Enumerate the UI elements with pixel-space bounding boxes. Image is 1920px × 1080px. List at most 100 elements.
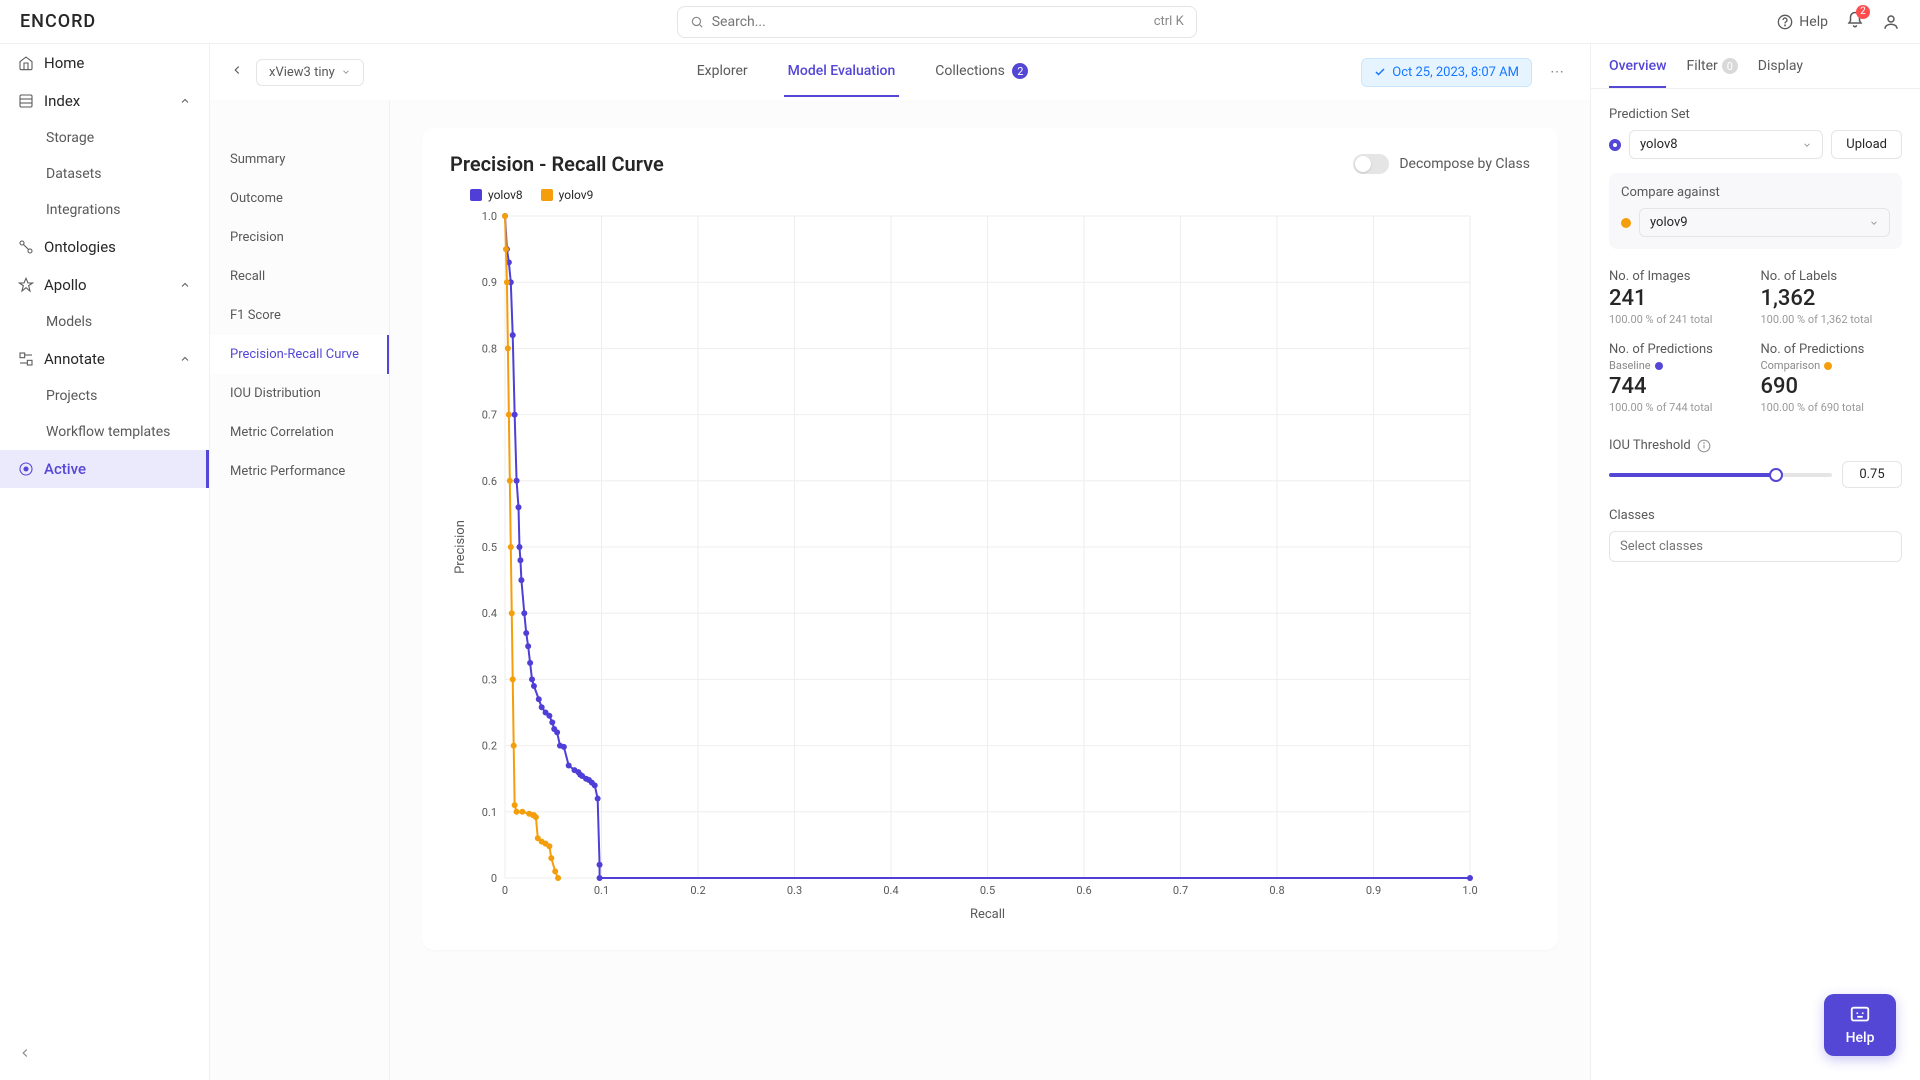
logo: ENCORD	[20, 11, 96, 32]
iou-slider[interactable]	[1609, 473, 1832, 477]
svg-text:Recall: Recall	[970, 907, 1005, 922]
collections-badge: 2	[1012, 63, 1028, 79]
metric-item[interactable]: Recall	[210, 257, 389, 296]
ontologies-icon	[18, 239, 34, 255]
iou-value[interactable]: 0.75	[1842, 461, 1902, 488]
tab-explorer[interactable]: Explorer	[693, 47, 752, 98]
stat-block: No. of Labels1,362100.00 % of 1,362 tota…	[1761, 269, 1903, 326]
stat-block: No. of PredictionsBaseline 744100.00 % o…	[1609, 342, 1751, 414]
chevron-down-icon	[1802, 140, 1812, 150]
pred-set-radio[interactable]	[1609, 139, 1621, 151]
decompose-label: Decompose by Class	[1399, 156, 1530, 172]
svg-text:0.3: 0.3	[482, 673, 497, 686]
svg-text:1.0: 1.0	[1462, 884, 1477, 897]
legend-item[interactable]: yolov8	[470, 188, 523, 202]
svg-text:0.7: 0.7	[482, 409, 497, 422]
dataset-name: xView3 tiny	[269, 65, 335, 80]
nav-models-label: Models	[46, 314, 92, 330]
compare-dot	[1621, 218, 1631, 228]
svg-text:0.8: 0.8	[1269, 884, 1284, 897]
stat-block: No. of PredictionsComparison 690100.00 %…	[1761, 342, 1903, 414]
more-button[interactable]: ⋯	[1544, 64, 1570, 80]
nav-datasets[interactable]: Datasets	[0, 156, 209, 192]
metric-item[interactable]: Outcome	[210, 179, 389, 218]
dataset-selector[interactable]: xView3 tiny	[256, 59, 364, 86]
nav-active-label: Active	[44, 460, 86, 478]
chevron-up-icon	[179, 95, 191, 107]
decompose-toggle[interactable]	[1353, 154, 1389, 174]
nav-storage[interactable]: Storage	[0, 120, 209, 156]
search-box[interactable]: ctrl K	[677, 6, 1197, 38]
back-button[interactable]	[230, 63, 244, 81]
nav-apollo-label: Apollo	[44, 276, 87, 294]
svg-text:1.0: 1.0	[482, 210, 497, 223]
tab-model-evaluation[interactable]: Model Evaluation	[784, 47, 900, 98]
rp-tab-overview[interactable]: Overview	[1609, 58, 1666, 88]
nav-projects[interactable]: Projects	[0, 378, 209, 414]
svg-text:0: 0	[491, 872, 497, 885]
nav-active[interactable]: Active	[0, 450, 209, 488]
topbar: xView3 tiny Explorer Model Evaluation Co…	[210, 44, 1590, 100]
chevron-down-icon	[341, 67, 351, 77]
compare-select[interactable]: yolov9	[1639, 208, 1890, 237]
svg-text:0.4: 0.4	[482, 607, 497, 620]
active-icon	[18, 461, 34, 477]
legend-item[interactable]: yolov9	[541, 188, 594, 202]
nav-integrations[interactable]: Integrations	[0, 192, 209, 228]
iou-label: IOU Threshold	[1609, 438, 1691, 453]
help-link[interactable]: Help	[1777, 14, 1828, 30]
rp-tab-display[interactable]: Display	[1758, 58, 1803, 88]
tab-collections-label: Collections	[935, 63, 1005, 79]
chevron-down-icon	[1869, 218, 1879, 228]
help-label: Help	[1799, 14, 1828, 30]
classes-select[interactable]	[1609, 531, 1902, 562]
nav-ontologies[interactable]: Ontologies	[0, 228, 209, 266]
notifications-button[interactable]: 2	[1846, 11, 1864, 33]
metric-item[interactable]: F1 Score	[210, 296, 389, 335]
metric-item[interactable]: Precision-Recall Curve	[210, 335, 389, 374]
upload-button[interactable]: Upload	[1831, 130, 1902, 159]
pred-set-label: Prediction Set	[1609, 107, 1902, 122]
rp-tab-filter-label: Filter	[1686, 58, 1717, 74]
svg-text:0.2: 0.2	[690, 884, 705, 897]
nav-annotate[interactable]: Annotate	[0, 340, 209, 378]
user-menu[interactable]	[1882, 13, 1900, 31]
pred-set-select[interactable]: yolov8	[1629, 130, 1823, 159]
help-fab[interactable]: Help	[1824, 994, 1896, 1056]
nav-index[interactable]: Index	[0, 82, 209, 120]
nav-projects-label: Projects	[46, 388, 97, 404]
nav-models[interactable]: Models	[0, 304, 209, 340]
nav-workflow-label: Workflow templates	[46, 424, 170, 440]
sidebar: Home Index Storage Datasets Integrations…	[0, 44, 210, 1080]
nav-datasets-label: Datasets	[46, 166, 101, 182]
nav-home[interactable]: Home	[0, 44, 209, 82]
metric-item[interactable]: IOU Distribution	[210, 374, 389, 413]
svg-text:0.6: 0.6	[1076, 884, 1091, 897]
card-title: Precision - Recall Curve	[450, 152, 664, 176]
search-icon	[690, 15, 704, 29]
search-input[interactable]	[712, 14, 1154, 30]
apollo-icon	[18, 277, 34, 293]
tab-collections[interactable]: Collections 2	[931, 47, 1032, 98]
chevron-up-icon	[179, 353, 191, 365]
timestamp-text: Oct 25, 2023, 8:07 AM	[1392, 65, 1519, 80]
metric-item[interactable]: Precision	[210, 218, 389, 257]
timestamp-chip[interactable]: Oct 25, 2023, 8:07 AM	[1361, 58, 1532, 87]
chevron-up-icon	[179, 279, 191, 291]
metric-item[interactable]: Summary	[210, 140, 389, 179]
search-kbd: ctrl K	[1154, 14, 1184, 29]
sidebar-collapse[interactable]	[18, 1046, 32, 1064]
nav-apollo[interactable]: Apollo	[0, 266, 209, 304]
nav-workflow[interactable]: Workflow templates	[0, 414, 209, 450]
metrics-sidebar: SummaryOutcomePrecisionRecallF1 ScorePre…	[210, 100, 390, 1080]
filter-badge: 0	[1722, 58, 1738, 74]
svg-text:0.8: 0.8	[482, 342, 497, 355]
svg-text:0.1: 0.1	[482, 806, 497, 819]
rp-tab-filter[interactable]: Filter 0	[1686, 58, 1737, 88]
pr-chart: 000.10.10.20.20.30.30.40.40.50.50.60.60.…	[450, 206, 1530, 926]
svg-text:0.5: 0.5	[980, 884, 995, 897]
compare-value: yolov9	[1650, 215, 1688, 230]
metric-item[interactable]: Metric Performance	[210, 452, 389, 491]
svg-text:0: 0	[502, 884, 508, 897]
metric-item[interactable]: Metric Correlation	[210, 413, 389, 452]
